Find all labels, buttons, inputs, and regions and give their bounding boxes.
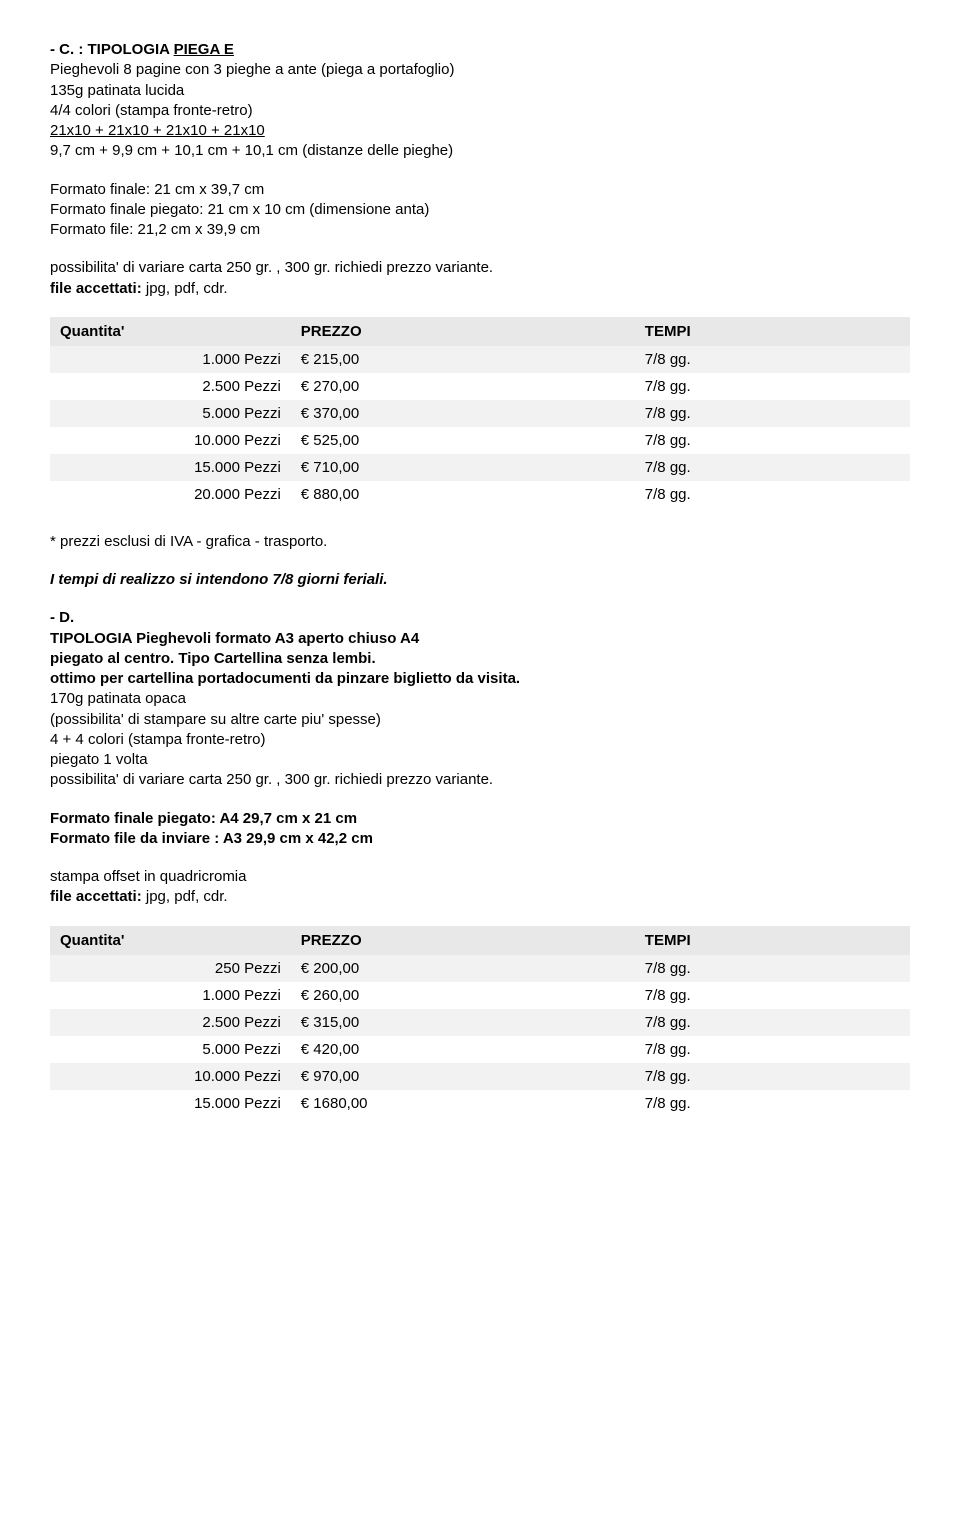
spec-line: (possibilita' di stampare su altre carte… — [50, 710, 910, 730]
cell-price: € 880,00 — [291, 481, 635, 508]
section-d-notes: stampa offset in quadricromia file accet… — [50, 867, 910, 908]
section-c-heading: - C. : TIPOLOGIA PIEGA E Pieghevoli 8 pa… — [50, 40, 910, 162]
table-row: 10.000 Pezzi€ 970,007/8 gg. — [50, 1063, 910, 1090]
format-line: Formato finale piegato: A4 29,7 cm x 21 … — [50, 809, 910, 829]
table-row: 250 Pezzi€ 200,007/8 gg. — [50, 955, 910, 982]
cell-time: 7/8 gg. — [635, 454, 910, 481]
th-price: PREZZO — [291, 317, 635, 346]
cell-price: € 370,00 — [291, 400, 635, 427]
th-qty: Quantita' — [50, 926, 291, 955]
spec-line: ottimo per cartellina portadocumenti da … — [50, 669, 910, 689]
cell-qty: 20.000 Pezzi — [50, 481, 291, 508]
variant-note: possibilita' di variare carta 250 gr. , … — [50, 258, 910, 278]
heading-under: PIEGA E — [174, 41, 234, 58]
format-line: Formato finale piegato: 21 cm x 10 cm (d… — [50, 200, 910, 220]
table-row: 10.000 Pezzi€ 525,007/8 gg. — [50, 427, 910, 454]
spec-line: possibilita' di variare carta 250 gr. , … — [50, 770, 910, 790]
cell-qty: 5.000 Pezzi — [50, 1036, 291, 1063]
cell-price: € 260,00 — [291, 982, 635, 1009]
spec-line: 135g patinata lucida — [50, 81, 910, 101]
section-d-heading: - D. — [50, 608, 910, 628]
cell-time: 7/8 gg. — [635, 400, 910, 427]
th-qty: Quantita' — [50, 317, 291, 346]
cell-price: € 200,00 — [291, 955, 635, 982]
format-line: Formato finale: 21 cm x 39,7 cm — [50, 180, 910, 200]
table-row: 2.500 Pezzi€ 270,007/8 gg. — [50, 373, 910, 400]
table-row: 1.000 Pezzi€ 260,007/8 gg. — [50, 982, 910, 1009]
cell-time: 7/8 gg. — [635, 373, 910, 400]
spec-line: piegato 1 volta — [50, 750, 910, 770]
cell-time: 7/8 gg. — [635, 982, 910, 1009]
cell-qty: 15.000 Pezzi — [50, 1090, 291, 1117]
cell-qty: 2.500 Pezzi — [50, 1009, 291, 1036]
format-line: Formato file da inviare : A3 29,9 cm x 4… — [50, 829, 910, 849]
cell-time: 7/8 gg. — [635, 955, 910, 982]
table-row: 15.000 Pezzi€ 1680,007/8 gg. — [50, 1090, 910, 1117]
th-time: TEMPI — [635, 926, 910, 955]
cell-qty: 2.500 Pezzi — [50, 373, 291, 400]
cell-price: € 970,00 — [291, 1063, 635, 1090]
cell-qty: 10.000 Pezzi — [50, 427, 291, 454]
file-accepted-label: file accettati: — [50, 280, 142, 297]
cell-time: 7/8 gg. — [635, 1090, 910, 1117]
th-time: TEMPI — [635, 317, 910, 346]
cell-qty: 250 Pezzi — [50, 955, 291, 982]
section-d-formats: Formato finale piegato: A4 29,7 cm x 21 … — [50, 809, 910, 850]
cell-time: 7/8 gg. — [635, 1036, 910, 1063]
spec-line: 9,7 cm + 9,9 cm + 10,1 cm + 10,1 cm (dis… — [50, 141, 910, 161]
cell-qty: 1.000 Pezzi — [50, 346, 291, 373]
table-row: 15.000 Pezzi€ 710,007/8 gg. — [50, 454, 910, 481]
delivery-note: I tempi di realizzo si intendono 7/8 gio… — [50, 570, 910, 590]
cell-qty: 1.000 Pezzi — [50, 982, 291, 1009]
spec-line: piegato al centro. Tipo Cartellina senza… — [50, 649, 910, 669]
price-table-c: Quantita' PREZZO TEMPI 1.000 Pezzi€ 215,… — [50, 317, 910, 508]
iva-note: * prezzi esclusi di IVA - grafica - tras… — [50, 532, 910, 552]
file-accepted-label: file accettati: — [50, 888, 142, 905]
cell-price: € 525,00 — [291, 427, 635, 454]
file-accepted-val: jpg, pdf, cdr. — [142, 280, 228, 297]
table-row: 5.000 Pezzi€ 370,007/8 gg. — [50, 400, 910, 427]
price-table-d: Quantita' PREZZO TEMPI 250 Pezzi€ 200,00… — [50, 926, 910, 1117]
cell-qty: 5.000 Pezzi — [50, 400, 291, 427]
table-row: 20.000 Pezzi€ 880,007/8 gg. — [50, 481, 910, 508]
table-row: 2.500 Pezzi€ 315,007/8 gg. — [50, 1009, 910, 1036]
spec-line: 170g patinata opaca — [50, 689, 910, 709]
cell-price: € 215,00 — [291, 346, 635, 373]
cell-time: 7/8 gg. — [635, 1009, 910, 1036]
cell-time: 7/8 gg. — [635, 481, 910, 508]
cell-price: € 710,00 — [291, 454, 635, 481]
cell-time: 7/8 gg. — [635, 346, 910, 373]
section-c-notes: possibilita' di variare carta 250 gr. , … — [50, 258, 910, 299]
cell-time: 7/8 gg. — [635, 427, 910, 454]
cell-qty: 10.000 Pezzi — [50, 1063, 291, 1090]
cell-price: € 420,00 — [291, 1036, 635, 1063]
file-accepted-val: jpg, pdf, cdr. — [142, 888, 228, 905]
table-row: 1.000 Pezzi€ 215,007/8 gg. — [50, 346, 910, 373]
spec-line: TIPOLOGIA Pieghevoli formato A3 aperto c… — [50, 629, 910, 649]
heading-main: TIPOLOGIA — [88, 41, 174, 58]
spec-line: 4/4 colori (stampa fronte-retro) — [50, 101, 910, 121]
print-line: stampa offset in quadricromia — [50, 867, 910, 887]
table-row: 5.000 Pezzi€ 420,007/8 gg. — [50, 1036, 910, 1063]
section-c-formats: Formato finale: 21 cm x 39,7 cm Formato … — [50, 180, 910, 241]
section-d: - D. TIPOLOGIA Pieghevoli formato A3 ape… — [50, 608, 910, 790]
cell-price: € 1680,00 — [291, 1090, 635, 1117]
cell-price: € 315,00 — [291, 1009, 635, 1036]
cell-time: 7/8 gg. — [635, 1063, 910, 1090]
cell-price: € 270,00 — [291, 373, 635, 400]
spec-line: 21x10 + 21x10 + 21x10 + 21x10 — [50, 121, 910, 141]
th-price: PREZZO — [291, 926, 635, 955]
cell-qty: 15.000 Pezzi — [50, 454, 291, 481]
format-line: Formato file: 21,2 cm x 39,9 cm — [50, 220, 910, 240]
spec-line: Pieghevoli 8 pagine con 3 pieghe a ante … — [50, 60, 910, 80]
spec-line: 4 + 4 colori (stampa fronte-retro) — [50, 730, 910, 750]
heading-prefix: - C. : — [50, 41, 88, 58]
